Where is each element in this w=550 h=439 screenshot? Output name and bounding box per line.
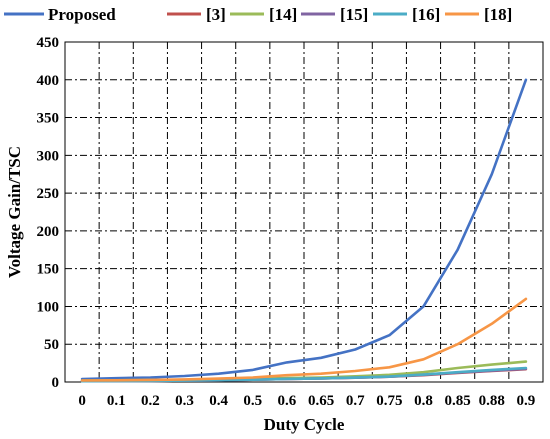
legend-item-ref-3: [3] bbox=[167, 5, 226, 24]
y-tick-label: 100 bbox=[37, 299, 60, 315]
legend-item-ref-15: [15] bbox=[301, 5, 368, 24]
series-line-proposed bbox=[80, 78, 528, 381]
plot-area-border bbox=[64, 41, 544, 383]
x-tick-label: 0.6 bbox=[278, 393, 297, 409]
x-tick-label: 0.65 bbox=[308, 393, 334, 409]
x-axis-ticks: 0 0.1 0.2 0.3 0.4 0.5 0.6 0.65 0.7 0.75 0.8 0.85 0.8… bbox=[78, 393, 535, 409]
x-tick-label: 0 bbox=[78, 393, 86, 409]
legend-item-ref-14: [14] bbox=[230, 5, 297, 24]
x-tick-label: 0.1 bbox=[107, 393, 126, 409]
y-tick-label: 250 bbox=[37, 186, 60, 202]
legend-item-ref-16: [16] bbox=[373, 5, 440, 24]
y-tick-label: 400 bbox=[37, 73, 60, 89]
x-tick-label: 0.4 bbox=[209, 393, 228, 409]
legend-item-ref-18: [18] bbox=[445, 5, 512, 24]
y-tick-label: 300 bbox=[37, 148, 60, 164]
x-tick-label: 0.2 bbox=[141, 393, 160, 409]
y-tick-label: 350 bbox=[37, 111, 60, 127]
x-tick-label: 0.85 bbox=[445, 393, 471, 409]
y-axis-title: Voltage Gain/TSC bbox=[5, 146, 24, 278]
y-tick-label: 150 bbox=[37, 262, 60, 278]
y-tick-label: 200 bbox=[37, 224, 60, 240]
legend: Proposed [3] [14] [15] [16] [18] bbox=[4, 5, 512, 24]
x-axis-title: Duty Cycle bbox=[264, 415, 345, 434]
x-tick-label: 0.5 bbox=[243, 393, 262, 409]
legend-item-proposed: Proposed bbox=[4, 5, 116, 24]
legend-label-ref-15: [15] bbox=[340, 5, 368, 24]
x-tick-label: 0.88 bbox=[479, 393, 505, 409]
x-tick-label: 0.8 bbox=[414, 393, 433, 409]
y-tick-label: 450 bbox=[37, 35, 60, 51]
y-tick-label: 0 bbox=[52, 375, 60, 391]
legend-label-ref-14: [14] bbox=[269, 5, 297, 24]
legend-label-ref-18: [18] bbox=[484, 5, 512, 24]
x-tick-label: 0.7 bbox=[346, 393, 365, 409]
legend-label-proposed: Proposed bbox=[48, 5, 116, 24]
x-tick-label: 0.75 bbox=[376, 393, 402, 409]
legend-label-ref-3: [3] bbox=[206, 5, 226, 24]
grid bbox=[65, 41, 543, 382]
y-axis-ticks: 0 50 100 150 200 250 300 350 400 450 bbox=[37, 35, 60, 391]
y-tick-label: 50 bbox=[44, 337, 59, 353]
x-tick-label: 0.9 bbox=[517, 393, 536, 409]
x-tick-label: 0.3 bbox=[175, 393, 194, 409]
series-lines bbox=[80, 78, 528, 383]
series-line-ref-18 bbox=[80, 297, 528, 382]
legend-label-ref-16: [16] bbox=[412, 5, 440, 24]
